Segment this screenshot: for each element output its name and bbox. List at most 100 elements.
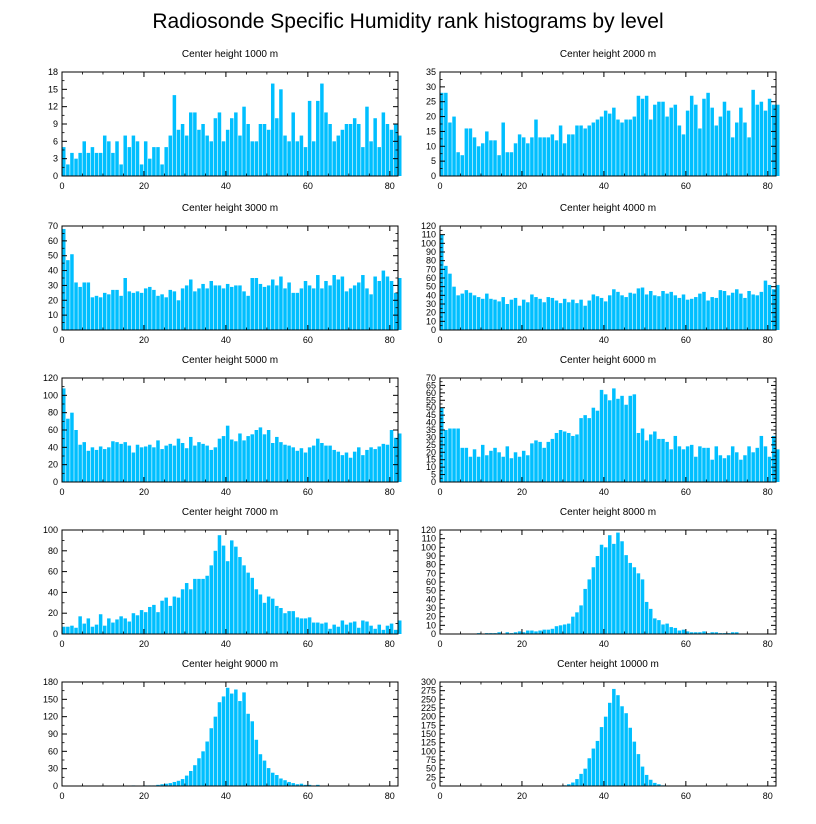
histogram-bar — [636, 432, 641, 482]
x-tick-label: 80 — [763, 181, 773, 191]
histogram-bar — [205, 288, 209, 330]
histogram-bar — [579, 605, 583, 634]
histogram-bar — [444, 265, 448, 330]
histogram-bar — [258, 594, 263, 634]
histogram-bar — [172, 445, 177, 482]
histogram-bar — [160, 784, 164, 786]
histogram-bar — [493, 299, 497, 330]
y-tick-label: 40 — [426, 594, 436, 604]
histogram-bar — [201, 283, 205, 330]
y-tick-label: 15 — [426, 126, 436, 136]
histogram-bar — [365, 288, 369, 330]
y-tick-label: 275 — [421, 686, 436, 696]
histogram-bar — [567, 623, 571, 634]
histogram-bar — [546, 137, 551, 176]
histogram-bar — [78, 286, 82, 330]
y-tick-label: 15 — [426, 455, 436, 465]
y-tick-label: 20 — [426, 112, 436, 122]
histogram-bar — [550, 438, 555, 482]
histogram-bar — [152, 604, 156, 634]
histogram-bar — [152, 147, 156, 176]
histogram-bar — [107, 618, 111, 634]
histogram-bar — [743, 455, 747, 482]
histogram-bar — [677, 630, 682, 634]
histogram-bar — [534, 440, 538, 482]
x-tick-label: 0 — [437, 639, 442, 649]
y-tick-label: 18 — [48, 67, 58, 77]
histogram-bar — [681, 449, 686, 482]
histogram-bar — [767, 456, 772, 482]
histogram-bar — [448, 122, 452, 176]
histogram-bar — [119, 443, 123, 482]
y-tick-label: 0 — [53, 629, 58, 639]
histogram-bar — [246, 436, 250, 482]
histogram-bar — [735, 289, 739, 330]
y-tick-label: 100 — [421, 238, 436, 248]
histogram-bar — [595, 119, 600, 176]
histogram-bar — [579, 773, 583, 786]
x-tick-label: 20 — [517, 639, 527, 649]
histogram-bar — [381, 443, 386, 482]
histogram-bar — [336, 451, 341, 482]
x-tick-label: 80 — [763, 791, 773, 801]
y-tick-label: 35 — [426, 67, 436, 77]
histogram-panel: 0 20 40 60 80 0 5 10 15 20 25 30 35 Center height 200… — [426, 49, 780, 191]
y-tick-label: 30 — [426, 299, 436, 309]
histogram-bar — [485, 131, 489, 176]
histogram-bar — [311, 288, 316, 330]
histogram-bar — [657, 620, 661, 634]
histogram-bar — [517, 631, 522, 634]
histogram-bar — [640, 579, 645, 634]
histogram-bar — [377, 147, 382, 176]
y-tick-label: 110 — [422, 230, 436, 240]
histogram-bar — [456, 428, 460, 482]
histogram-bar — [111, 622, 115, 634]
histogram-bar — [242, 440, 246, 482]
histogram-bar — [476, 297, 481, 330]
x-tick-label: 80 — [385, 335, 395, 345]
histogram-bar — [287, 141, 291, 176]
x-tick-label: 60 — [303, 791, 313, 801]
histogram-bar — [554, 626, 559, 634]
histogram-bar — [246, 572, 250, 634]
histogram-bar — [197, 129, 201, 176]
y-tick-label: 80 — [48, 408, 58, 418]
histogram-bar — [702, 98, 706, 176]
histogram-bar — [365, 449, 369, 482]
histogram-bar — [123, 442, 127, 482]
y-tick-label: 35 — [426, 425, 436, 435]
histogram-bar — [213, 550, 218, 634]
histogram-bar — [209, 141, 214, 176]
histogram-bar — [139, 610, 144, 634]
histogram-bar — [575, 125, 579, 176]
histogram-bar — [234, 546, 238, 634]
histogram-bar — [480, 298, 485, 330]
histogram-bar — [616, 398, 620, 482]
histogram-bar — [160, 294, 164, 330]
histogram-bar — [270, 83, 275, 176]
histogram-bar — [238, 557, 242, 634]
histogram-bar — [291, 447, 295, 482]
y-tick-label: 40 — [48, 266, 58, 276]
histogram-bar — [111, 152, 115, 176]
histogram-bar — [303, 452, 308, 482]
histogram-bar — [456, 295, 460, 330]
histogram-bar — [759, 435, 764, 482]
histogram-bar — [62, 626, 66, 634]
histogram-bar — [164, 297, 168, 330]
histogram-bar — [168, 443, 173, 482]
histogram-bar — [189, 436, 193, 482]
histogram-bar — [123, 135, 127, 176]
histogram-bar — [735, 452, 739, 482]
panel-title: Center height 3000 m — [182, 203, 278, 214]
histogram-bar — [472, 295, 477, 330]
histogram-bar — [595, 556, 600, 634]
histogram-bar — [336, 135, 341, 176]
histogram-bar — [694, 632, 698, 634]
histogram-bar — [102, 292, 107, 330]
histogram-bar — [497, 452, 501, 482]
histogram-bar — [377, 280, 382, 330]
histogram-bar — [521, 137, 526, 176]
histogram-bar — [476, 146, 481, 176]
histogram-bar — [279, 778, 283, 786]
